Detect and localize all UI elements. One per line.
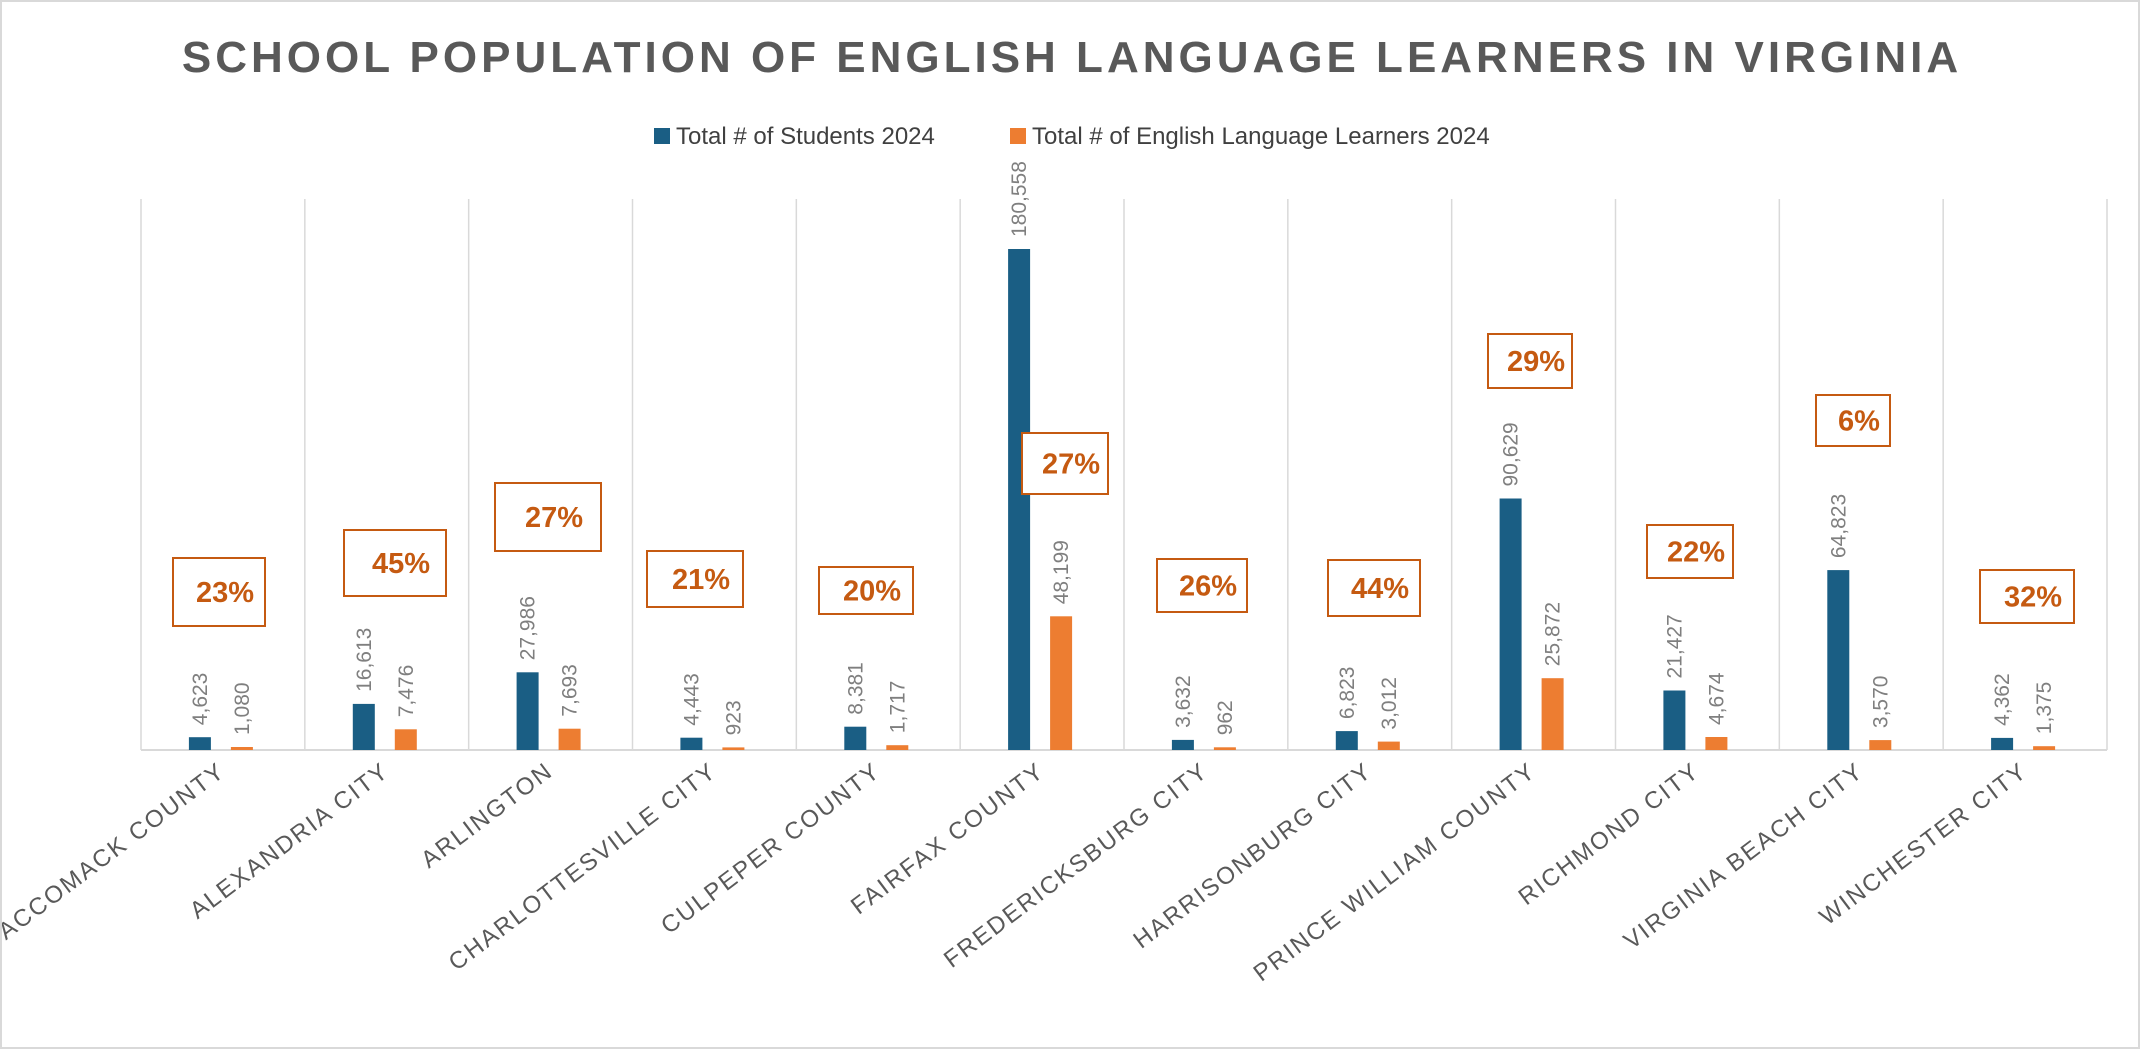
percent-callout-text: 27% <box>525 502 583 534</box>
bar-total-students <box>1827 570 1850 750</box>
legend-swatch-total-students <box>654 128 670 144</box>
data-label-english-learners: 25,872 <box>1542 602 1565 666</box>
percent-callout-text: 6% <box>1838 406 1880 438</box>
percent-callout-box <box>818 566 914 615</box>
data-label-english-learners: 923 <box>722 700 745 735</box>
bar-english-learners <box>2033 746 2056 750</box>
bar-total-students <box>1991 737 2014 750</box>
percent-callout-text: 20% <box>843 576 901 608</box>
data-label-english-learners: 1,080 <box>231 682 254 735</box>
data-label-english-learners: 1,375 <box>2033 682 2056 735</box>
value-labels: 4,623 1,080 16,613 7,476 27,986 7,693 4,443 923… <box>189 161 2056 735</box>
data-label-total-students: 27,986 <box>517 596 540 660</box>
bar-total-students <box>516 672 539 750</box>
percent-callout-box <box>1646 524 1734 579</box>
bar-total-students <box>1499 498 1522 750</box>
percent-callout-text: 45% <box>372 548 430 580</box>
bar-english-learners <box>1869 740 1892 750</box>
percent-callout-text: 23% <box>196 577 254 609</box>
data-label-english-learners: 4,674 <box>1705 672 1728 725</box>
bars <box>188 249 2056 750</box>
data-label-total-students: 8,381 <box>844 662 867 715</box>
bar-total-students <box>680 737 703 750</box>
data-label-total-students: 21,427 <box>1663 614 1686 678</box>
bar-english-learners <box>886 745 909 750</box>
data-label-total-students: 3,632 <box>1172 675 1195 728</box>
percent-callout-box <box>1156 558 1248 613</box>
bar-total-students <box>188 737 211 750</box>
data-label-english-learners: 48,199 <box>1050 540 1073 604</box>
bar-total-students <box>352 703 375 750</box>
percent-callout-box <box>646 550 744 608</box>
bar-english-learners <box>1377 741 1400 750</box>
bar-english-learners <box>1050 616 1073 750</box>
bar-total-students <box>1008 249 1031 750</box>
data-label-total-students: 6,823 <box>1336 667 1359 720</box>
legend-label-total-students: Total # of Students 2024 <box>676 123 935 150</box>
bar-total-students <box>1335 731 1358 750</box>
percent-callout-box <box>1487 333 1573 389</box>
bar-total-students <box>1663 690 1686 750</box>
percent-callout-box <box>494 482 602 552</box>
data-label-total-students: 64,823 <box>1827 494 1850 558</box>
percent-callout-box <box>172 557 266 627</box>
percent-callout-box <box>1815 394 1891 447</box>
percent-callout-text: 22% <box>1667 537 1725 569</box>
percent-callout-box <box>343 529 447 597</box>
percent-callout-box <box>1021 432 1109 495</box>
data-label-total-students: 180,558 <box>1008 161 1031 237</box>
category-label: FREDERICKSBURG CITY <box>939 757 1214 973</box>
data-label-total-students: 4,623 <box>189 673 212 726</box>
bar-english-learners <box>1705 737 1728 750</box>
data-label-total-students: 90,629 <box>1500 422 1523 486</box>
data-label-english-learners: 7,693 <box>559 664 582 717</box>
percent-callout-text: 26% <box>1179 571 1237 603</box>
legend: Total # of Students 2024 Total # of Engl… <box>654 123 1490 150</box>
data-label-english-learners: 3,012 <box>1378 677 1401 730</box>
percent-callout-text: 32% <box>2004 582 2062 614</box>
percent-callout-text: 21% <box>672 564 730 596</box>
percent-callout-text: 27% <box>1042 449 1100 481</box>
category-label: CHARLOTTESVILLE CITY <box>444 757 722 976</box>
category-gridlines <box>140 199 2108 750</box>
category-label: PRINCE WILLIAM COUNTY <box>1249 757 1542 987</box>
percent-callout-box <box>1327 559 1421 617</box>
bar-english-learners <box>722 747 745 750</box>
bar-english-learners <box>394 729 417 750</box>
bar-english-learners <box>230 747 253 750</box>
bar-total-students <box>1171 739 1194 750</box>
data-label-english-learners: 962 <box>1214 700 1237 735</box>
bar-english-learners <box>1213 747 1236 750</box>
percent-callout-box <box>1979 569 2075 624</box>
bar-total-students <box>844 726 867 750</box>
data-label-total-students: 16,613 <box>353 628 376 692</box>
category-label: ARLINGTON <box>416 757 558 873</box>
category-label: RICHMOND CITY <box>1514 757 1705 911</box>
legend-label-english-learners: Total # of English Language Learners 202… <box>1032 123 1490 150</box>
data-label-english-learners: 3,570 <box>1869 676 1892 729</box>
data-label-total-students: 4,362 <box>1991 673 2014 726</box>
legend-swatch-english-learners <box>1010 128 1026 144</box>
percent-callout-text: 44% <box>1351 573 1409 605</box>
data-label-english-learners: 1,717 <box>886 681 909 734</box>
chart-title: SCHOOL POPULATION OF ENGLISH LANGUAGE LE… <box>182 33 1962 82</box>
data-label-english-learners: 7,476 <box>395 665 418 718</box>
bar-english-learners <box>1541 678 1564 750</box>
percent-callouts: 23% 45% 27% 21% 20% 27% 26% 44% 29% 22% 6% 32% <box>172 333 2075 627</box>
percent-callout-text: 29% <box>1507 346 1565 378</box>
bar-english-learners <box>558 728 581 750</box>
data-label-total-students: 4,443 <box>680 673 703 726</box>
